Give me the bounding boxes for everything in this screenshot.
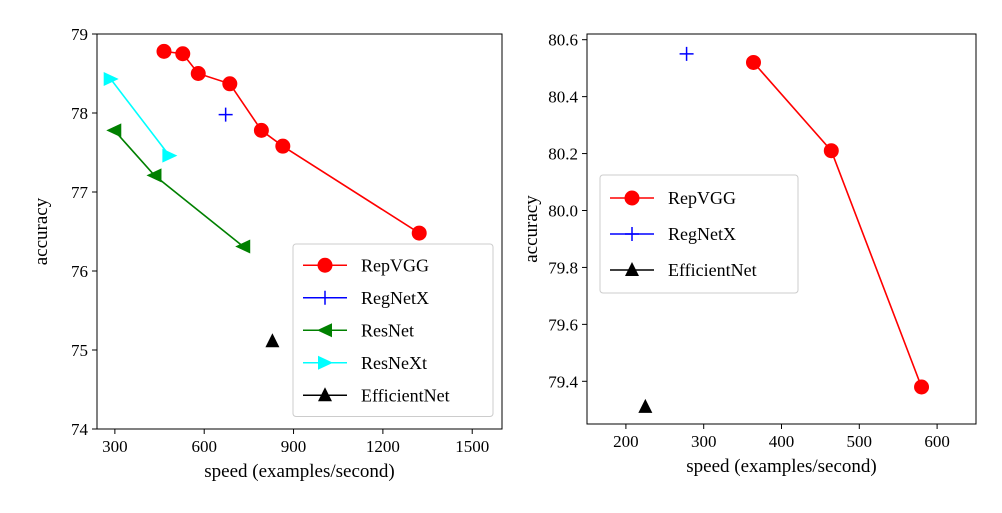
x-axis-label: speed (examples/second) <box>204 461 394 482</box>
series-line <box>110 78 170 157</box>
y-tick-label: 74 <box>71 420 89 439</box>
x-tick-label: 300 <box>691 432 717 451</box>
x-tick-label: 1200 <box>366 437 400 456</box>
series-regnetx <box>679 46 694 61</box>
x-tick-label: 500 <box>847 432 873 451</box>
data-point <box>146 168 162 183</box>
x-tick-label: 1500 <box>455 437 489 456</box>
legend-label: RegNetX <box>668 224 736 244</box>
x-tick-label: 300 <box>102 437 128 456</box>
y-tick-label: 78 <box>71 104 88 123</box>
legend-label: RepVGG <box>668 188 736 208</box>
legend-item-regnetx: RegNetX <box>610 224 736 244</box>
legend-marker <box>318 355 333 370</box>
data-point <box>162 148 178 163</box>
data-point <box>275 138 291 154</box>
y-tick-label: 77 <box>71 183 89 202</box>
legend-item-resnet: ResNet <box>303 320 414 340</box>
data-point <box>823 143 839 159</box>
y-tick-label: 79.6 <box>548 315 578 334</box>
x-tick-label: 600 <box>191 437 217 456</box>
legend-marker <box>318 290 332 305</box>
x-tick-label: 900 <box>281 437 307 456</box>
data-point <box>218 107 233 122</box>
series-efficientnet <box>638 398 653 413</box>
series-repvgg <box>745 54 930 395</box>
series-resnext <box>103 72 178 163</box>
legend-marker <box>624 190 640 206</box>
legend: RepVGG RegNetX EfficientNet <box>599 174 799 294</box>
legend-frame <box>599 174 799 294</box>
x-tick-label: 600 <box>924 432 950 451</box>
legend-item-repvgg: RepVGG <box>610 188 736 208</box>
data-point <box>222 76 238 92</box>
series-efficientnet <box>265 333 280 348</box>
data-point <box>638 398 653 413</box>
data-point <box>679 46 694 61</box>
legend: RepVGG RegNetX ResNet ResNeXt EfficientNet <box>292 243 494 417</box>
legend-marker <box>317 257 333 273</box>
data-point <box>103 72 119 87</box>
y-tick-label: 79.8 <box>548 258 578 277</box>
y-tick-label: 75 <box>71 341 88 360</box>
legend-label: ResNeXt <box>361 353 427 373</box>
x-axis-label: speed (examples/second) <box>686 456 876 477</box>
data-point <box>175 46 191 62</box>
x-tick-label: 400 <box>769 432 795 451</box>
x-tick-label: 200 <box>613 432 639 451</box>
data-point <box>265 333 280 348</box>
y-tick-label: 76 <box>71 262 88 281</box>
y-tick-label: 79.4 <box>548 372 578 391</box>
data-point <box>190 66 206 81</box>
legend-item-efficientnet: EfficientNet <box>610 260 757 280</box>
data-point <box>411 225 427 241</box>
series-regnetx <box>218 107 233 122</box>
data-point <box>745 54 761 70</box>
data-point <box>914 379 930 395</box>
series-resnet <box>106 123 251 254</box>
y-tick-label: 79 <box>71 25 88 44</box>
chart-panel-1: 300 600 900 1200 1500 74 75 76 77 78 79 speed (exam… <box>31 25 503 482</box>
series-repvgg <box>156 43 427 241</box>
legend-marker <box>318 387 332 402</box>
y-axis-label: accuracy <box>31 197 52 265</box>
legend-frame <box>292 243 494 417</box>
data-point <box>253 122 269 138</box>
data-point <box>156 43 172 59</box>
y-tick-label: 80.0 <box>548 201 578 220</box>
chart-panel-2: 200 300 400 500 600 79.4 79.6 79.8 80.0 80.2 80.4 8… <box>521 31 977 477</box>
data-point <box>106 123 122 138</box>
y-tick-label: 80.2 <box>548 145 578 164</box>
legend-label: RegNetX <box>361 288 429 308</box>
legend-label: RepVGG <box>361 255 429 275</box>
legend-item-regnetx: RegNetX <box>303 288 429 308</box>
legend-item-repvgg: RepVGG <box>303 255 429 275</box>
legend-label: EfficientNet <box>361 385 450 405</box>
legend-item-resnext: ResNeXt <box>303 353 427 373</box>
data-point <box>235 239 251 254</box>
y-axis-label: accuracy <box>521 195 542 263</box>
legend-item-efficientnet: EfficientNet <box>303 385 450 405</box>
legend-marker <box>625 262 639 276</box>
legend-marker <box>625 227 639 241</box>
legend-marker <box>317 323 332 338</box>
y-tick-label: 80.6 <box>548 31 578 50</box>
y-tick-label: 80.4 <box>548 88 578 107</box>
legend-label: EfficientNet <box>668 260 757 280</box>
legend-label: ResNet <box>361 320 414 340</box>
